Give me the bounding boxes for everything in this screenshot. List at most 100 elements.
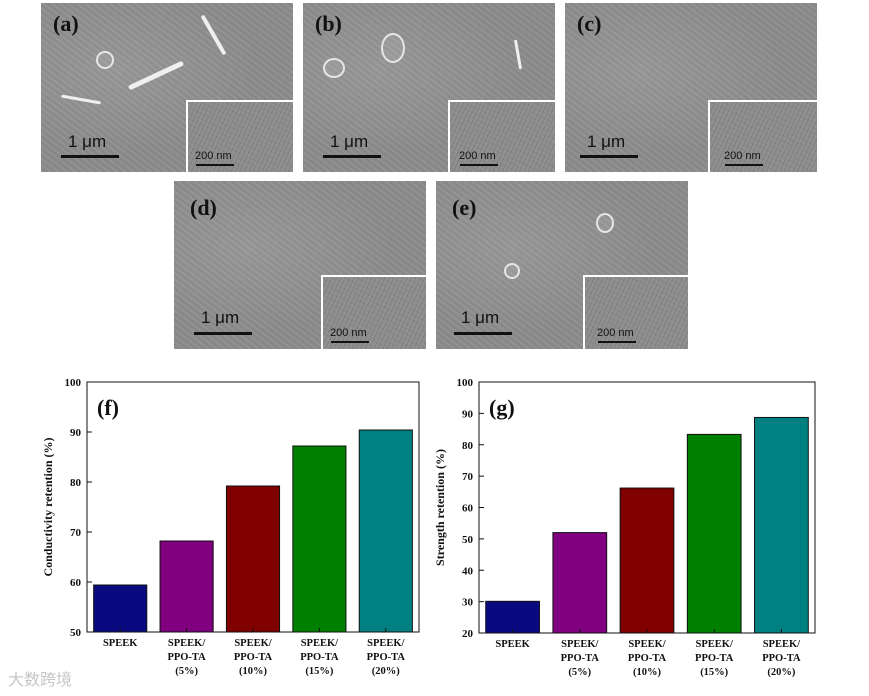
inset-c: 200 nm [708,100,817,172]
inset-a: 200 nm [186,100,293,172]
chart-g-svg: 20 30 40 50 60 70 80 90 100 SPEEK SPEEK/PPO-TA (5%)… [433,377,816,678]
scale-bar [194,332,252,335]
chart-panel-label: (f) [97,395,119,420]
scale-label: 1 μm [201,308,240,327]
category-label: PPO-TA [561,653,600,664]
bar-2 [159,540,214,633]
particle [504,263,520,279]
y-tick-label: 100 [457,377,474,389]
bar-3 [619,487,675,634]
category-label: SPEEK/ [696,639,734,650]
bar-1 [485,600,540,634]
scale-label: 1 μm [68,132,107,151]
crack [127,60,185,91]
inset-scale-label: 200 nm [330,327,367,339]
chart-f: 50 60 70 80 90 100 SPEEK SPEEK/PPO-TA (5%) SPEEK/… [0,370,430,691]
y-tick-label: 30 [462,597,474,609]
inset-d: 200 nm [321,275,426,349]
bar-4 [686,433,742,634]
category-label: SPEEK/ [301,638,339,649]
category-label: SPEEK/ [628,639,666,650]
y-tick-label: 90 [70,427,82,439]
panel-label-e: (e) [452,195,477,220]
pore [96,51,114,69]
y-tick-label: 50 [70,627,82,639]
inset-scale-bar [331,341,369,343]
inset-scale-bar [460,164,498,166]
bar-1 [93,584,148,633]
crack [61,94,101,105]
inset-scale-label: 200 nm [195,150,232,162]
sem-panel-b: (b) 1 μm 200 nm [303,3,555,172]
y-axis-label: Conductivity retention (%) [41,437,55,576]
category-label: PPO-TA [234,652,273,663]
inset-scale-bar [598,341,636,343]
sem-panel-c: (c) 1 μm 200 nm [565,3,817,172]
scale-bar [454,332,512,335]
category-label: (15%) [700,667,728,678]
y-tick-label: 90 [462,408,474,420]
y-tick-label: 70 [70,527,82,539]
sem-panel-a: (a) 1 μm 200 nm [41,3,293,172]
scale-bar [61,155,119,158]
scale-label: 1 μm [587,132,626,151]
y-tick-label: 50 [462,534,474,546]
y-tick-label: 80 [462,440,474,452]
chart-panel-label: (g) [489,395,515,420]
y-tick-label: 40 [462,565,474,577]
category-label: PPO-TA [695,653,734,664]
category-label: (20%) [372,666,400,677]
panel-label-d: (d) [190,195,217,220]
scale-label: 1 μm [330,132,369,151]
inset-scale-bar [725,164,763,166]
category-label: SPEEK [495,639,530,650]
y-tick-label: 80 [70,477,82,489]
inset-b: 200 nm [448,100,555,172]
scale-bar [580,155,638,158]
watermark-text: 大数跨境 [8,670,73,689]
category-label: (10%) [239,666,267,677]
panel-label-c: (c) [577,11,602,36]
panel-label-a: (a) [53,11,79,36]
inset-scale-label: 200 nm [724,150,761,162]
scale-bar [323,155,381,158]
category-label: PPO-TA [762,653,801,664]
chart-f-svg: 50 60 70 80 90 100 SPEEK SPEEK/PPO-TA (5%) SPEEK/… [41,377,420,677]
category-label: SPEEK/ [234,638,272,649]
category-label: PPO-TA [367,652,406,663]
category-label: PPO-TA [300,652,339,663]
category-label: SPEEK/ [168,638,206,649]
category-label: PPO-TA [628,653,667,664]
category-label: (10%) [633,667,661,678]
bar-2 [552,532,608,634]
y-tick-label: 60 [462,503,474,515]
y-tick-label: 60 [70,577,82,589]
pore [381,33,405,63]
inset-e: 200 nm [583,275,688,349]
crack [513,39,523,70]
y-axis-label: Strength retention (%) [433,449,447,566]
category-label: (5%) [175,666,198,677]
bar-5 [754,416,809,634]
crack [200,14,227,56]
bar-4 [292,445,347,633]
category-label: (15%) [305,666,333,677]
inset-scale-bar [196,164,234,166]
bar-5 [358,429,413,633]
particle [596,213,614,233]
category-label: SPEEK/ [763,639,801,650]
category-label: (5%) [568,667,591,678]
category-label: PPO-TA [167,652,206,663]
bar-3 [225,485,281,633]
y-tick-label: 100 [65,377,82,389]
pore [323,58,345,78]
y-tick-label: 20 [462,628,474,640]
chart-g: 20 30 40 50 60 70 80 90 100 SPEEK SPEEK/PPO-TA (5%)… [430,370,869,691]
category-label: SPEEK/ [367,638,405,649]
inset-scale-label: 200 nm [459,150,496,162]
category-label: SPEEK [103,638,138,649]
sem-panel-d: (d) 1 μm 200 nm [174,181,426,349]
y-tick-label: 70 [462,471,474,483]
panel-label-b: (b) [315,11,342,36]
category-label: SPEEK/ [561,639,599,650]
